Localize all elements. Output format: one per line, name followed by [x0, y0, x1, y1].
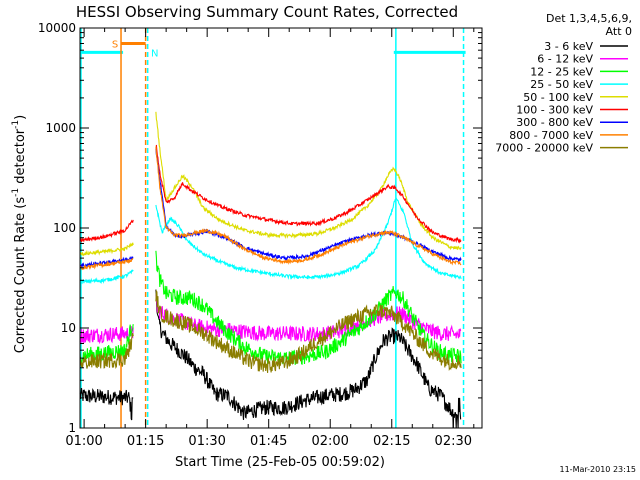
x-tick-label: 01:00: [65, 434, 102, 449]
tick-labels: 1 10 100 1000 10000 01:00 01:15 01:30 01:45 02:00…: [38, 21, 472, 449]
series-4: [79, 111, 462, 257]
legend-label: 12 - 25 keV: [530, 65, 593, 78]
series-line: [79, 325, 134, 345]
series-line: [155, 146, 462, 266]
chart-title: HESSI Observing Summary Count Rates, Cor…: [76, 3, 458, 21]
x-tick-label: 01:30: [188, 434, 225, 449]
series-line: [155, 111, 462, 251]
legend-header-line-2: Att 0: [606, 25, 632, 38]
legend-label: 3 - 6 keV: [544, 40, 593, 53]
y-tick-label: 1000: [45, 121, 76, 135]
series-layer: [79, 111, 462, 429]
plot-frame: [79, 27, 483, 429]
y-tick-label: 10000: [38, 21, 76, 35]
legend-label: 25 - 50 keV: [530, 78, 593, 91]
series-7: [79, 146, 462, 271]
series-1: [79, 295, 462, 345]
series-6: [79, 148, 462, 269]
series-2: [79, 250, 462, 365]
series-3: [79, 196, 462, 285]
y-tick-label: 100: [53, 221, 76, 235]
series-5: [79, 144, 462, 244]
legend-label: 800 - 7000 keV: [509, 129, 593, 142]
x-tick-label: 02:15: [373, 434, 410, 449]
series-line: [79, 333, 134, 369]
legend-label: 300 - 800 keV: [516, 116, 593, 129]
series-line: [155, 295, 462, 342]
series-line: [79, 257, 134, 271]
series-line: [79, 219, 134, 243]
legend-label: 100 - 300 keV: [516, 104, 593, 117]
x-tick-label: 02:00: [311, 434, 348, 449]
series-8: [79, 289, 462, 373]
series-line: [155, 144, 462, 244]
x-tick-label: 01:45: [250, 434, 287, 449]
y-axis-label: Corrected Count Rate (s-1 detector-1): [11, 115, 28, 353]
timestamp: 11-Mar-2010 23:15: [560, 465, 637, 474]
legend-label: 50 - 100 keV: [523, 91, 593, 104]
series-0: [79, 289, 462, 429]
series-line: [79, 388, 134, 421]
x-tick-label: 02:30: [435, 434, 472, 449]
series-line: [79, 242, 134, 257]
x-tick-label: 01:15: [127, 434, 164, 449]
series-line: [155, 196, 462, 280]
night-label: N: [151, 48, 158, 59]
series-line: [79, 269, 134, 285]
y-tick-label: 10: [61, 321, 76, 335]
axes-layer: [79, 27, 483, 429]
x-axis-label: Start Time (25-Feb-05 00:59:02): [175, 455, 385, 470]
saa-label: S: [112, 39, 118, 50]
series-line: [155, 289, 462, 373]
legend-header-line-1: Det 1,3,4,5,6,9,: [546, 12, 632, 25]
series-line: [155, 289, 462, 429]
series-line: [155, 250, 462, 365]
legend-label: 6 - 12 keV: [537, 53, 593, 66]
y-tick-label: 1: [68, 421, 76, 435]
legend-label: 7000 - 20000 keV: [495, 142, 593, 155]
